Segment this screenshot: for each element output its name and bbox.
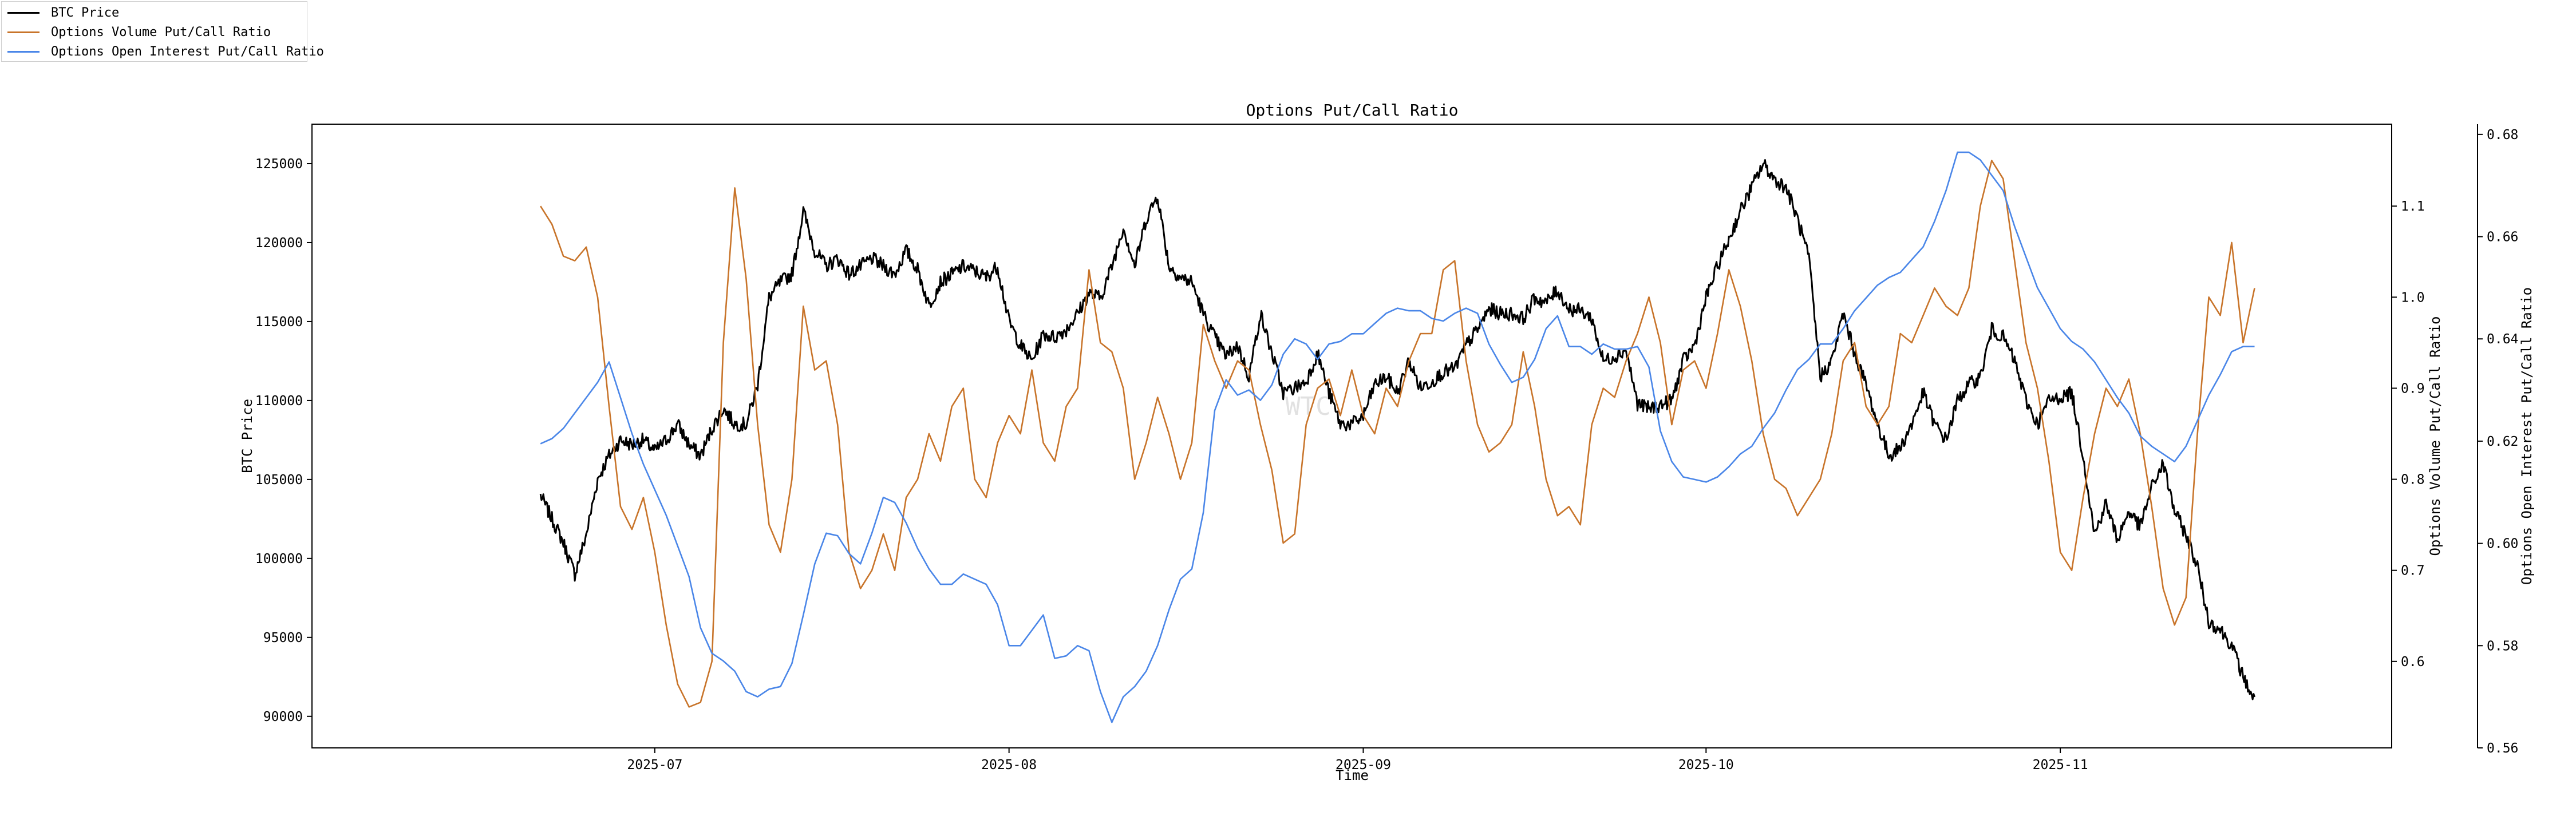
legend-entry-volume-ratio: Options Volume Put/Call Ratio (7, 23, 271, 41)
y-left-tick-label: 100000 (255, 552, 303, 566)
y-right1-tick-label: 0.8 (2401, 473, 2425, 488)
axis-layer: 2025-07 2025-08 2025-09 2025-10 2025-11 90000… (255, 124, 2518, 772)
plot-frame (311, 124, 2392, 748)
legend-swatch-volume-ratio (7, 31, 39, 33)
legend-entry-btc-price: BTC Price (7, 4, 119, 21)
y-axis-label-open-interest-ratio: Options Open Interest Put/Call Ratio (2519, 287, 2535, 585)
legend-swatch-btc-price (7, 11, 39, 14)
y-left-tick-label: 110000 (255, 394, 303, 409)
y-left-tick-label: 95000 (263, 631, 303, 645)
legend-label-open-interest-ratio: Options Open Interest Put/Call Ratio (51, 44, 324, 59)
y-left-tick-label: 125000 (255, 157, 303, 172)
y-right1-tick-label: 0.9 (2401, 381, 2425, 396)
legend-label-volume-ratio: Options Volume Put/Call Ratio (51, 25, 271, 39)
y-right2-tick-label: 0.58 (2487, 639, 2518, 653)
y-right2-tick-label: 0.56 (2487, 741, 2518, 756)
y-right1-tick-label: 1.0 (2401, 290, 2425, 305)
x-tick-label: 2025-11 (2033, 758, 2088, 772)
y-left-tick-label: 120000 (255, 236, 303, 251)
x-axis-label: Time (1336, 767, 1369, 783)
y-right1-tick-label: 0.7 (2401, 564, 2425, 579)
y-right2-tick-label: 0.66 (2487, 230, 2518, 245)
y-axis-label-btc-price: BTC Price (239, 399, 255, 473)
y-right2-tick-label: 0.68 (2487, 128, 2518, 142)
y-right1-tick-label: 0.6 (2401, 655, 2425, 670)
open-interest-ratio-line (540, 151, 2255, 723)
y-right1-tick-label: 1.1 (2401, 199, 2425, 214)
y-left-tick-label: 105000 (255, 473, 303, 488)
btc-price-line (539, 159, 2255, 700)
legend-label-btc-price: BTC Price (51, 5, 120, 20)
x-tick-label: 2025-10 (1678, 758, 1734, 772)
y-right2-tick-label: 0.64 (2487, 332, 2518, 347)
chart-legend: BTC Price Options Volume Put/Call Ratio … (1, 1, 324, 62)
y-left-tick-label: 90000 (263, 710, 303, 724)
legend-entry-open-interest-ratio: Options Open Interest Put/Call Ratio (7, 43, 324, 60)
series-layer (539, 151, 2255, 723)
volume-ratio-line (540, 160, 2255, 708)
x-tick-label: 2025-09 (1336, 758, 1391, 772)
y-right2-tick-label: 0.62 (2487, 434, 2518, 449)
chart-title: Options Put/Call Ratio (1246, 101, 1459, 120)
x-tick-label: 2025-07 (627, 758, 682, 772)
y-right2-tick-label: 0.60 (2487, 537, 2518, 552)
legend-swatch-open-interest-ratio (7, 50, 39, 53)
x-tick-label: 2025-08 (981, 758, 1037, 772)
y-axis-label-volume-ratio: Options Volume Put/Call Ratio (2427, 316, 2443, 556)
y-left-tick-label: 115000 (255, 315, 303, 330)
